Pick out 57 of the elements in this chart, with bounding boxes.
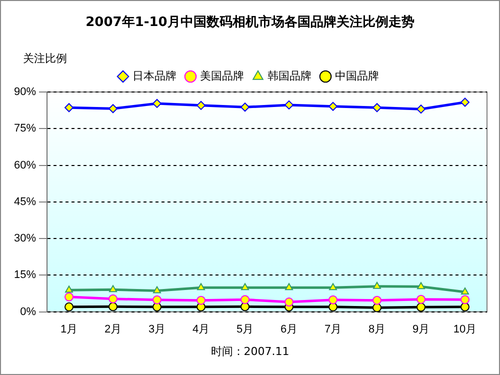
point (328, 102, 338, 111)
y-tick-label: 30% (14, 232, 36, 245)
point (284, 100, 294, 110)
text: 时间：2007.11 (210, 344, 290, 359)
point (240, 295, 250, 304)
point (196, 296, 206, 305)
point (240, 102, 250, 112)
chart-title: 2007年1-10月中国数码相机市场各国品牌关注比例走势 (84, 14, 416, 31)
y-tick-label: 45% (14, 196, 36, 208)
y-tick-label: 15% (14, 269, 36, 282)
x-tick-label: 1月 (60, 323, 78, 336)
point (460, 302, 470, 312)
x-tick-label: 8月 (368, 323, 386, 336)
x-tick-label: 2月 (104, 323, 122, 336)
point (460, 295, 470, 304)
point (373, 282, 381, 289)
x-tick-label: 7月 (324, 323, 342, 336)
point (152, 295, 162, 304)
point (197, 283, 205, 290)
legend-label: 中国品牌 (335, 69, 379, 82)
point (64, 292, 74, 302)
point (416, 104, 426, 114)
point (109, 285, 117, 292)
point (416, 294, 426, 304)
x-tick-label: 5月 (236, 323, 254, 336)
legend-label: 韩国品牌 (268, 69, 312, 82)
point (285, 283, 293, 290)
x-tick-label: 10月 (453, 323, 477, 336)
legend-label: 日本品牌 (132, 69, 176, 82)
legend-label: 美国品牌 (200, 69, 244, 82)
point (284, 298, 294, 307)
point (417, 282, 425, 290)
x-tick-label: 9月 (412, 323, 430, 336)
x-tick-label: 4月 (192, 323, 210, 336)
point (196, 100, 206, 110)
point (460, 98, 470, 107)
point (108, 104, 118, 114)
x-tick-label: 6月 (280, 323, 298, 336)
point (372, 296, 382, 305)
point (328, 295, 338, 304)
point (241, 283, 249, 290)
y-tick-label: 60% (14, 159, 36, 172)
point (329, 283, 337, 290)
point (65, 286, 73, 293)
point (416, 302, 426, 312)
y-tick-label: 0% (20, 306, 36, 318)
y-tick-label: 90% (14, 86, 36, 98)
point (461, 288, 469, 295)
y-axis-title: 关注比例 (23, 51, 67, 66)
point (108, 294, 118, 304)
point (153, 286, 161, 294)
point (108, 302, 118, 312)
y-tick-label: 75% (14, 122, 36, 135)
point (64, 302, 74, 312)
point (152, 98, 162, 108)
x-tick-label: 3月 (148, 323, 166, 336)
point (372, 303, 382, 312)
